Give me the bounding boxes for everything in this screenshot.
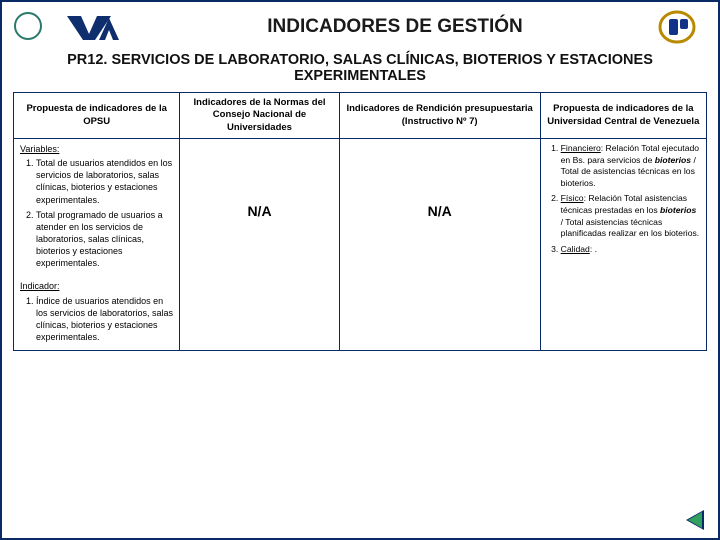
item-label: Calidad bbox=[561, 244, 590, 254]
na-value: N/A bbox=[186, 143, 332, 219]
list-item: Físico: Relación Total asistencias técni… bbox=[561, 193, 700, 239]
item-label: Financiero bbox=[561, 143, 601, 153]
cell-ucv: Financiero: Relación Total ejecutado en … bbox=[540, 139, 706, 351]
indicador-list: Índice de usuarios atendidos en los serv… bbox=[20, 295, 173, 344]
list-item: Total de usuarios atendidos en los servi… bbox=[36, 157, 173, 206]
item-label: Físico bbox=[561, 193, 584, 203]
table-header-row: Propuesta de indicadores de la OPSU Indi… bbox=[14, 93, 707, 139]
table-row: Variables: Total de usuarios atendidos e… bbox=[14, 139, 707, 351]
list-item: Calidad: . bbox=[561, 244, 700, 256]
main-title: INDICADORES DE GESTIÓN bbox=[146, 16, 644, 38]
col-header-rendicion: Indicadores de Rendición presupuestaria … bbox=[339, 93, 540, 139]
col-header-cnu: Indicadores de la Normas del Consejo Nac… bbox=[180, 93, 339, 139]
subtitle: PR12. SERVICIOS DE LABORATORIO, SALAS CL… bbox=[2, 48, 718, 90]
list-item: Índice de usuarios atendidos en los serv… bbox=[36, 295, 173, 344]
indicador-heading: Indicador: bbox=[20, 281, 60, 291]
slide-frame: INDICADORES DE GESTIÓN PR12. SERVICIOS D… bbox=[0, 0, 720, 540]
emphasis: bioterios bbox=[655, 155, 691, 165]
list-item: Financiero: Relación Total ejecutado en … bbox=[561, 143, 700, 189]
col-header-ucv: Propuesta de indicadores de la Universid… bbox=[540, 93, 706, 139]
col-header-opsu: Propuesta de indicadores de la OPSU bbox=[14, 93, 180, 139]
na-value: N/A bbox=[346, 143, 534, 219]
ucv-list: Financiero: Relación Total ejecutado en … bbox=[547, 143, 700, 255]
corner-circle-decoration bbox=[14, 12, 42, 40]
cell-cnu: N/A bbox=[180, 139, 339, 351]
nav-back-button[interactable] bbox=[688, 512, 702, 528]
dp-badge-icon bbox=[654, 8, 700, 46]
header-row: INDICADORES DE GESTIÓN bbox=[2, 2, 718, 48]
variables-heading: Variables: bbox=[20, 144, 59, 154]
variables-list: Total de usuarios atendidos en los servi… bbox=[20, 157, 173, 269]
indicators-table: Propuesta de indicadores de la OPSU Indi… bbox=[13, 92, 707, 351]
logo-left bbox=[56, 9, 136, 45]
cell-rendicion: N/A bbox=[339, 139, 540, 351]
cell-opsu: Variables: Total de usuarios atendidos e… bbox=[14, 139, 180, 351]
emphasis: bioterios bbox=[660, 205, 696, 215]
list-item: Total programado de usuarios a atender e… bbox=[36, 209, 173, 270]
logo-right bbox=[654, 8, 700, 46]
va-logo-icon bbox=[61, 10, 131, 44]
